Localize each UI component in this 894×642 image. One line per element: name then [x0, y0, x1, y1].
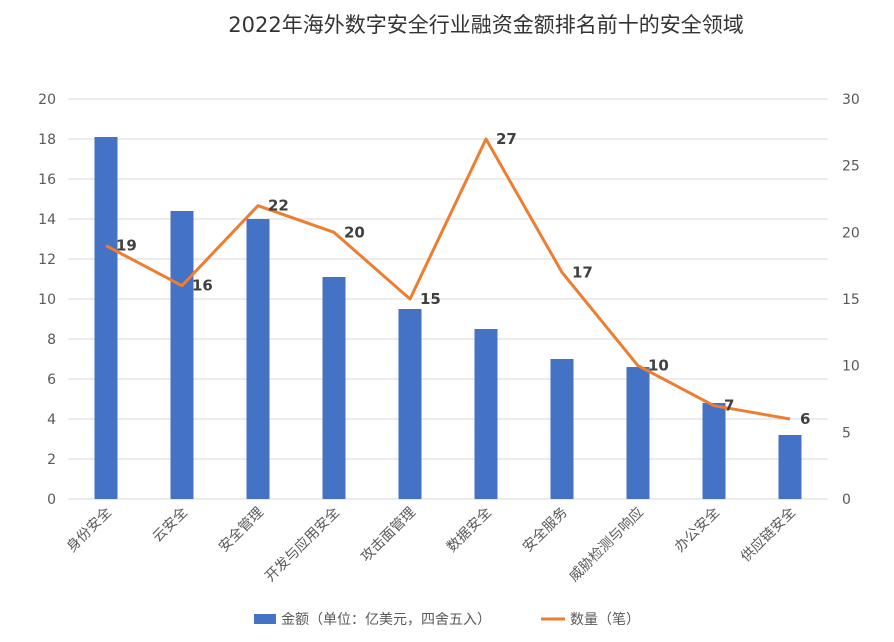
- y-right-tick-label: 30: [842, 92, 860, 108]
- chart-title: 2022年海外数字安全行业融资金额排名前十的安全领域: [228, 13, 743, 37]
- bar: [778, 435, 802, 499]
- bar: [702, 403, 726, 499]
- y-right-tick-label: 10: [842, 359, 860, 375]
- line-data-label: 6: [800, 410, 810, 428]
- bar: [398, 309, 422, 499]
- line-data-label: 7: [724, 397, 734, 415]
- y-left-tick-label: 4: [47, 412, 56, 428]
- bar: [94, 137, 118, 499]
- x-category-label: 威胁检测与响应: [566, 504, 647, 585]
- x-category-label: 身份安全: [63, 504, 115, 556]
- y-left-tick-label: 6: [47, 372, 56, 388]
- legend-line-label: 数量（笔）: [570, 612, 640, 628]
- bar: [626, 367, 650, 499]
- x-category-label: 安全服务: [519, 504, 571, 556]
- y-left-tick-label: 14: [38, 212, 56, 228]
- bar: [474, 329, 498, 499]
- x-category-label: 办公安全: [671, 504, 723, 556]
- x-category-label: 安全管理: [215, 504, 267, 556]
- line-data-label: 17: [572, 263, 593, 281]
- y-right-tick-label: 20: [842, 225, 860, 241]
- y-left-tick-label: 20: [38, 92, 56, 108]
- y-right-tick-label: 15: [842, 292, 860, 308]
- y-left-tick-label: 18: [38, 132, 56, 148]
- y-left-tick-label: 2: [47, 452, 56, 468]
- y-right-tick-label: 0: [842, 492, 851, 508]
- line-data-label: 15: [420, 290, 441, 308]
- legend-bar-label: 金额（单位：亿美元，四舍五入）: [281, 612, 491, 628]
- bar: [170, 211, 194, 499]
- x-category-label: 数据安全: [443, 504, 495, 556]
- y-left-tick-label: 12: [38, 252, 56, 268]
- bar: [322, 277, 346, 499]
- line-data-label: 27: [496, 130, 517, 148]
- line-data-label: 20: [344, 223, 365, 241]
- y-right-tick-label: 5: [842, 425, 851, 441]
- line-data-label: 22: [268, 197, 289, 215]
- x-category-label: 攻击面管理: [358, 505, 419, 566]
- legend-bar-swatch: [254, 614, 276, 624]
- bar: [550, 359, 574, 499]
- line-data-label: 19: [116, 237, 137, 255]
- line-data-label: 16: [192, 277, 213, 295]
- y-left-tick-label: 8: [47, 332, 56, 348]
- x-category-label: 云安全: [149, 504, 191, 546]
- x-category-label: 开发与应用安全: [262, 504, 343, 585]
- y-left-tick-label: 16: [38, 172, 56, 188]
- count-line: [105, 137, 791, 421]
- y-left-tick-label: 0: [47, 492, 56, 508]
- line-data-label: 10: [648, 357, 669, 375]
- y-right-tick-label: 25: [842, 159, 860, 175]
- y-left-tick-label: 10: [38, 292, 56, 308]
- bar: [246, 219, 270, 499]
- x-category-label: 供应链安全: [737, 504, 799, 566]
